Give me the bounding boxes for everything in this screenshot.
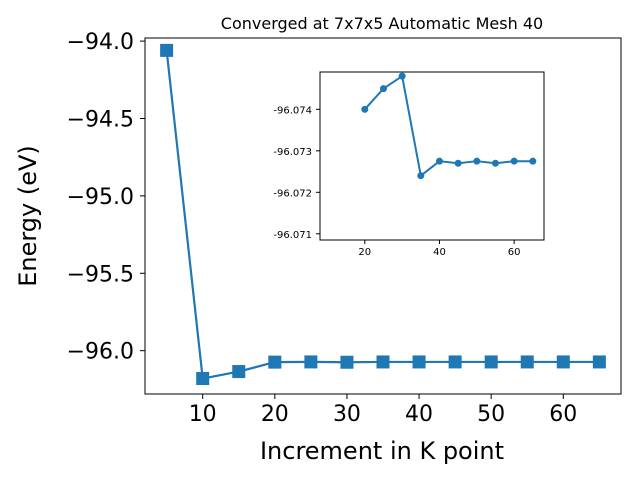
inset-data-point bbox=[417, 172, 425, 180]
inset-data-point bbox=[454, 159, 462, 167]
inset-x-tick-label: 20 bbox=[358, 247, 371, 258]
inset-plot-frame bbox=[319, 71, 545, 241]
main-x-tick-label: 20 bbox=[261, 402, 289, 427]
main-data-point bbox=[556, 355, 570, 369]
main-data-point bbox=[304, 355, 318, 369]
main-data-point bbox=[376, 355, 390, 369]
main-x-tick-label: 10 bbox=[189, 402, 217, 427]
inset-data-point bbox=[491, 159, 499, 167]
inset-data-point bbox=[473, 157, 481, 165]
y-axis-label: Energy (eV) bbox=[14, 145, 42, 287]
main-data-point bbox=[484, 355, 498, 369]
inset-x-tick-label: 60 bbox=[508, 247, 521, 258]
inset-data-point bbox=[361, 105, 369, 113]
main-data-point bbox=[340, 355, 354, 369]
main-x-tick-label: 30 bbox=[333, 402, 361, 427]
main-x-tick-label: 50 bbox=[477, 402, 505, 427]
inset-plot: 20 40 60 -96.074 -96.073 -96.072 -96.071 bbox=[273, 72, 537, 258]
inset-background bbox=[320, 72, 544, 240]
main-data-point bbox=[196, 372, 210, 386]
inset-data-point bbox=[529, 157, 537, 165]
main-data bbox=[160, 43, 606, 386]
main-x-tick-label: 60 bbox=[549, 402, 577, 427]
main-data-point bbox=[448, 355, 462, 369]
main-x-tick-label: 40 bbox=[405, 402, 433, 427]
main-plot-frame bbox=[144, 37, 622, 395]
main-data-point bbox=[268, 355, 282, 369]
main-y-tick-label: −94.0 bbox=[67, 30, 134, 55]
inset-data bbox=[361, 72, 537, 180]
main-y-tick-label: −94.5 bbox=[67, 107, 134, 132]
main-y-tick-label: −95.0 bbox=[67, 185, 134, 210]
inset-x-tick-label: 40 bbox=[433, 247, 446, 258]
inset-y-tick-label: -96.073 bbox=[273, 147, 312, 158]
main-data-point bbox=[592, 355, 606, 369]
inset-y-tick-label: -96.074 bbox=[273, 105, 312, 116]
inset-y-tick-label: -96.071 bbox=[273, 230, 312, 241]
x-axis-label: Increment in K point bbox=[260, 437, 504, 465]
inset-data-point bbox=[398, 72, 406, 80]
main-plot: 10 20 30 40 50 60 −94.0 −94.5 −95.0 −95.5 −96.0 bbox=[67, 30, 606, 427]
main-data-point bbox=[232, 365, 246, 379]
main-y-tick-label: −95.5 bbox=[67, 262, 134, 287]
main-data-point bbox=[160, 43, 174, 57]
main-y-tick-label: −96.0 bbox=[67, 340, 134, 365]
inset-data-point bbox=[510, 157, 518, 165]
inset-data-point bbox=[435, 157, 443, 165]
inset-series-line bbox=[364, 75, 533, 177]
chart-title: Converged at 7x7x5 Automatic Mesh 40 bbox=[221, 14, 543, 33]
main-data-point bbox=[520, 355, 534, 369]
main-data-point bbox=[412, 355, 426, 369]
inset-y-tick-label: -96.072 bbox=[273, 188, 312, 199]
inset-data-point bbox=[379, 85, 387, 93]
